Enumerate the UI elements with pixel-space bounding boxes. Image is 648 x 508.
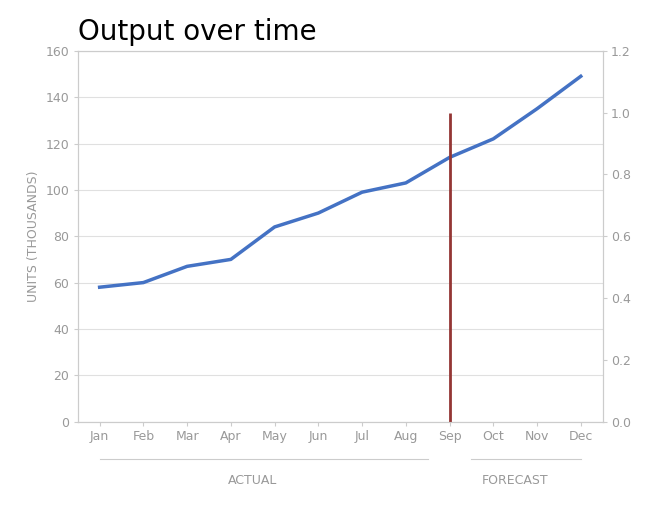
Text: FORECAST: FORECAST <box>482 473 548 487</box>
Text: ACTUAL: ACTUAL <box>228 473 277 487</box>
Text: Output over time: Output over time <box>78 18 316 46</box>
Y-axis label: UNITS (THOUSANDS): UNITS (THOUSANDS) <box>27 171 40 302</box>
